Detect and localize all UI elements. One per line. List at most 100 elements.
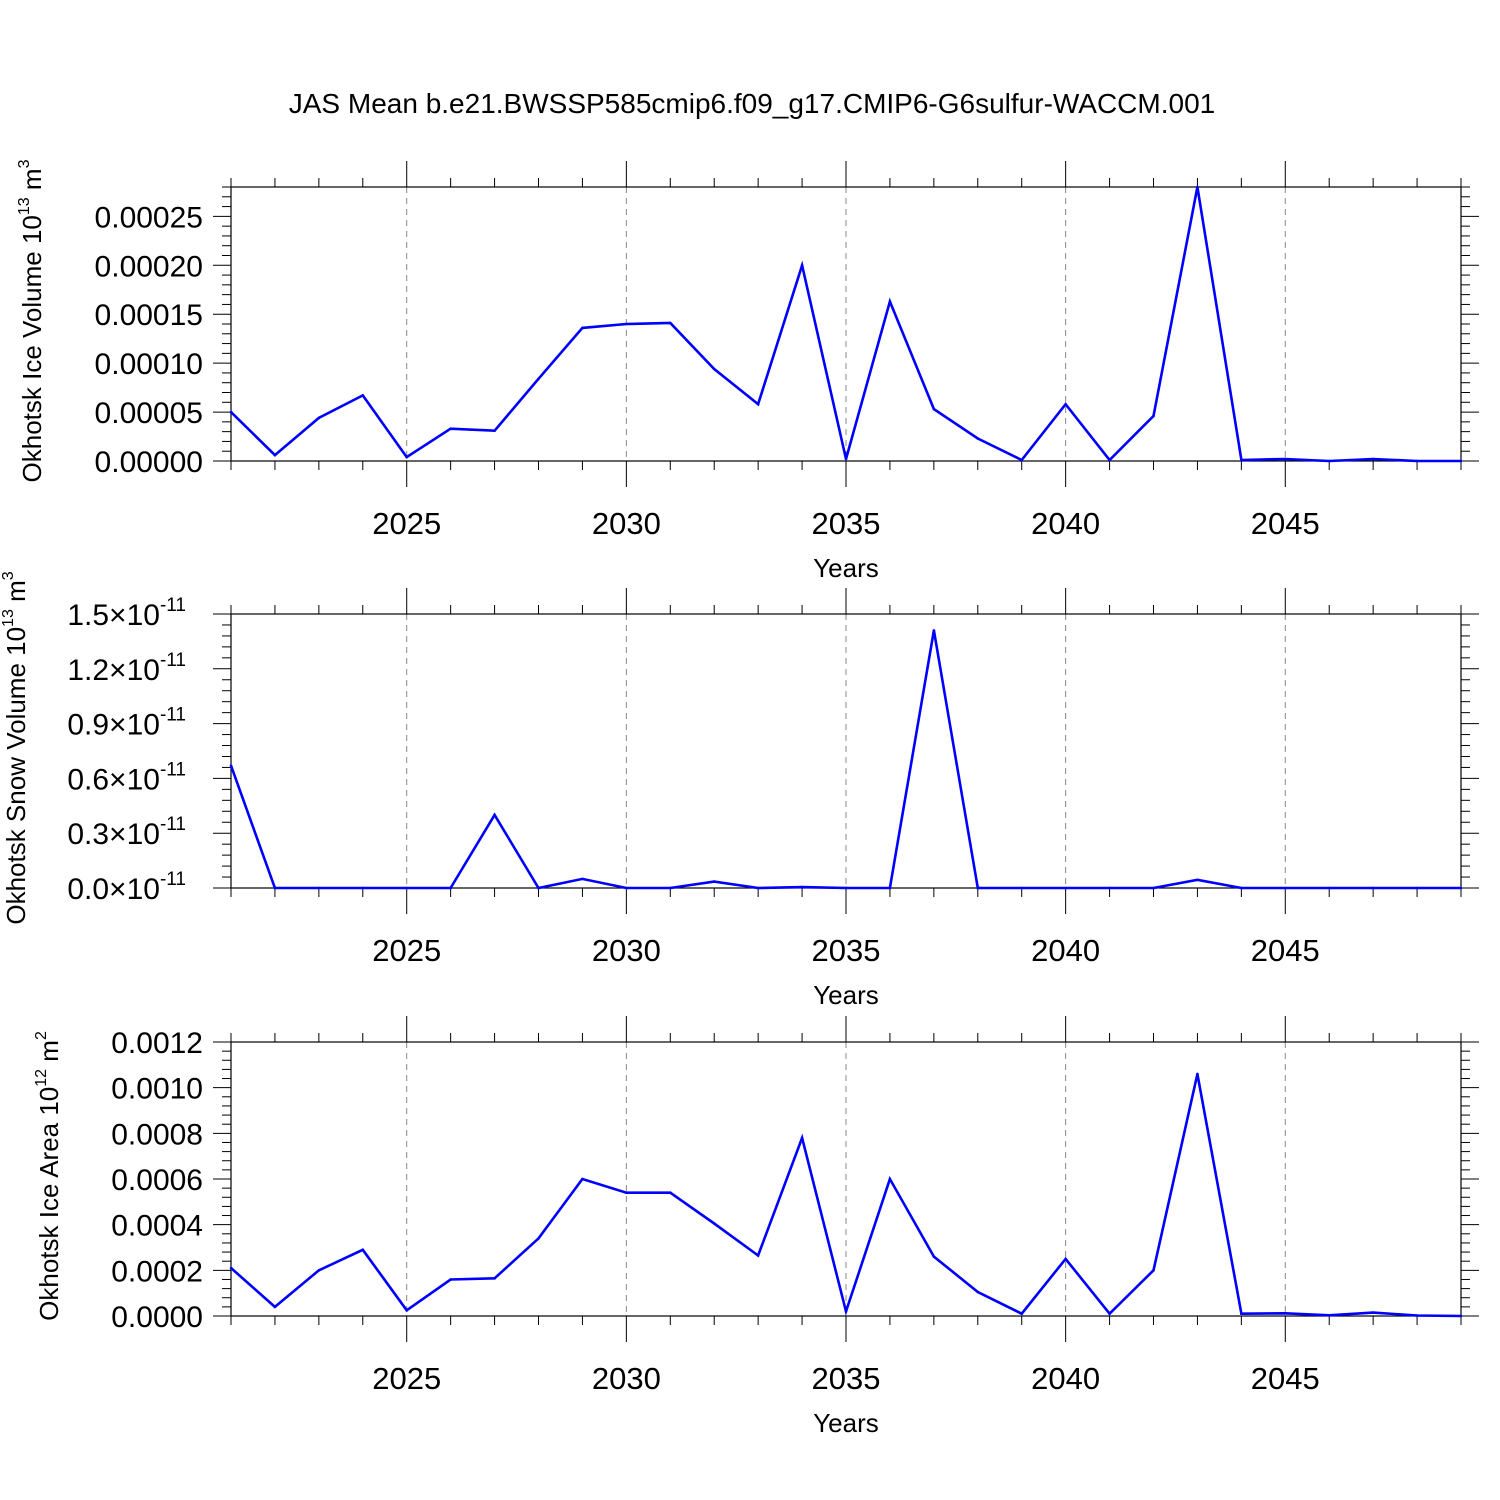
- data-point: [625, 886, 628, 890]
- data-point: [976, 1290, 980, 1294]
- data-point: [668, 321, 672, 325]
- data-point: [405, 1308, 409, 1312]
- data-point: [668, 1191, 672, 1194]
- data-point: [668, 886, 672, 890]
- y-tick-label: 0.9×10-11: [67, 705, 186, 742]
- y-tick-label: 0.0012: [111, 1027, 203, 1060]
- data-point: [1108, 458, 1111, 462]
- y-tick-label: 0.00010: [95, 348, 203, 381]
- data-point: [537, 377, 540, 381]
- panels: 2025 2030 2035 2040 2045 Years 0.00000 0.00005 0…: [0, 159, 1479, 1438]
- x-tick-label: 2035: [812, 933, 881, 968]
- data-point: [712, 1222, 716, 1225]
- panel-2: 2025 2030 2035 2040 2045 Years 0.0×10-11 0.3×10…: [0, 571, 1479, 1010]
- y-tick-label: 0.6×10-11: [67, 759, 186, 796]
- data-point: [537, 886, 540, 890]
- y-tick-label: 0.00015: [95, 299, 203, 332]
- data-point: [800, 263, 804, 267]
- data-point: [1415, 886, 1419, 890]
- x-tick-label: 2030: [592, 1361, 661, 1396]
- data-point: [888, 300, 892, 303]
- data-point: [625, 1191, 628, 1194]
- y-tick-label: 0.00005: [95, 397, 203, 430]
- data-point: [229, 764, 233, 767]
- data-point: [844, 1310, 848, 1313]
- y-axis-label: Okhotsk Snow Volume 1013 m3: [0, 571, 31, 924]
- data-point: [756, 886, 760, 890]
- data-point: [888, 886, 892, 890]
- data-point: [1240, 886, 1243, 890]
- data-point: [1196, 878, 1199, 882]
- data-point: [1020, 1312, 1024, 1316]
- y-axis-label: Okhotsk Ice Volume 1013 m3: [16, 159, 47, 482]
- x-tick-label: 2040: [1031, 933, 1100, 968]
- data-point: [493, 429, 496, 432]
- y-tick-label: 0.0×10-11: [67, 869, 186, 906]
- panel-1: 2025 2030 2035 2040 2045 Years 0.00000 0.00005 0…: [16, 159, 1479, 583]
- data-point: [888, 1177, 892, 1181]
- data-point: [273, 453, 277, 457]
- data-point: [273, 1305, 277, 1309]
- data-point: [229, 1266, 233, 1270]
- y-tick-label: 0.0010: [111, 1073, 203, 1106]
- data-point: [317, 886, 321, 890]
- data-point: [932, 407, 936, 411]
- x-tick-label: 2040: [1031, 1361, 1100, 1396]
- data-point: [493, 813, 496, 817]
- data-point: [229, 410, 233, 414]
- y-tick-label: 0.00000: [95, 446, 203, 479]
- data-point: [1152, 1269, 1155, 1272]
- data-point: [625, 322, 628, 326]
- data-point: [493, 1277, 496, 1280]
- data-point: [1240, 1312, 1243, 1316]
- x-tick-label: 2035: [812, 1361, 881, 1396]
- data-point: [1020, 886, 1024, 890]
- data-point: [844, 886, 848, 890]
- x-tick-label: 2025: [372, 933, 441, 968]
- data-point: [405, 886, 409, 890]
- data-point: [1371, 457, 1375, 461]
- data-point: [800, 885, 804, 889]
- data-point: [756, 1254, 760, 1257]
- data-point: [1327, 1314, 1331, 1317]
- data-point: [932, 629, 936, 632]
- data-point: [712, 367, 716, 371]
- data-point: [581, 877, 584, 881]
- data-point: [361, 394, 365, 397]
- y-tick-label: 1.5×10-11: [67, 595, 186, 632]
- data-point: [1327, 886, 1331, 890]
- y-tick-label: 0.00025: [95, 201, 203, 234]
- data-point: [756, 402, 760, 406]
- data-point: [1371, 886, 1375, 890]
- data-point: [317, 1269, 321, 1272]
- data-point: [537, 1237, 540, 1240]
- x-axis-label: Years: [813, 1408, 879, 1438]
- panel-3: 2025 2030 2035 2040 2045 Years 0.0000 0.0002 0.0…: [33, 1016, 1479, 1438]
- data-point: [976, 886, 980, 890]
- data-point: [273, 886, 277, 890]
- y-tick-label: 0.0002: [111, 1255, 203, 1288]
- data-point: [1459, 1314, 1463, 1318]
- data-point: [361, 1248, 365, 1252]
- data-point: [581, 326, 584, 330]
- data-point: [932, 1255, 936, 1258]
- data-point: [1459, 886, 1463, 890]
- data-point: [1152, 886, 1155, 890]
- y-axis-label: Okhotsk Ice Area 1012 m2: [33, 1031, 64, 1321]
- data-point: [1371, 1311, 1375, 1314]
- data-point: [1064, 402, 1067, 406]
- x-tick-label: 2045: [1251, 1361, 1320, 1396]
- x-tick-label: 2040: [1031, 506, 1100, 541]
- x-tick-label: 2025: [372, 506, 441, 541]
- data-point: [1196, 185, 1199, 189]
- data-point: [317, 416, 321, 420]
- y-tick-label: 0.0006: [111, 1164, 203, 1197]
- data-point: [1415, 1314, 1419, 1317]
- data-point: [581, 1177, 584, 1181]
- data-point: [405, 455, 409, 459]
- x-tick-label: 2045: [1251, 506, 1320, 541]
- data-point: [1064, 1257, 1067, 1261]
- data-point: [449, 1278, 452, 1281]
- y-tick-label: 0.0004: [111, 1210, 203, 1243]
